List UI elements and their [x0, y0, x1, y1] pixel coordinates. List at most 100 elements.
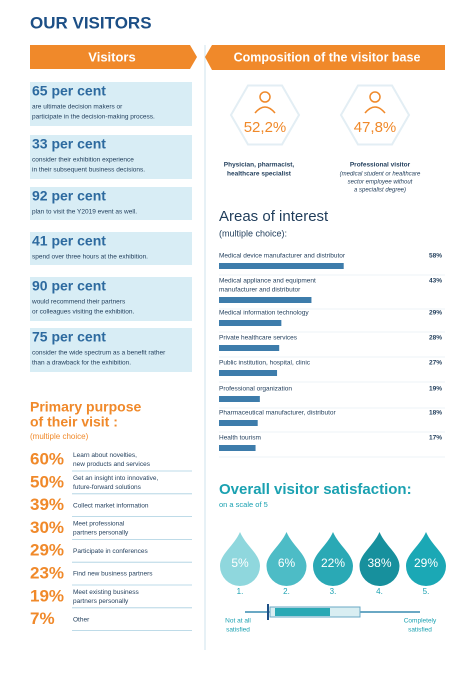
interest-value: 18%: [429, 410, 442, 417]
satisfaction-share: 22%: [321, 556, 345, 570]
highlight: [30, 135, 192, 179]
purpose-value: 7%: [30, 609, 55, 628]
composition-title: Composition of the visitor base: [234, 50, 421, 64]
purpose-subtitle: (multiple choice): [30, 432, 89, 441]
bar: [219, 320, 282, 326]
visitors-banner: [30, 45, 197, 69]
drop: [312, 532, 353, 587]
satisfaction-score: 2.: [283, 587, 290, 596]
bar: [219, 396, 260, 402]
page-title: OUR VISITORS: [30, 13, 152, 32]
icon-body: [254, 106, 276, 114]
scale-label: Completely: [404, 618, 437, 625]
purpose-text: Get an insight into innovative,: [73, 475, 158, 482]
icon-head: [369, 91, 381, 103]
composition-note: (medical student or healthcare: [340, 172, 421, 178]
hexagon: [229, 84, 301, 146]
visitor-figure: 65 per cent: [32, 83, 106, 99]
drop: [359, 532, 400, 586]
icon-head: [259, 91, 271, 103]
purpose-text: Meet existing business: [73, 589, 140, 596]
interest-value: 28%: [429, 335, 442, 342]
purpose-value: 23%: [30, 563, 64, 582]
purpose-value: 39%: [30, 495, 64, 514]
interest-value: 17%: [429, 435, 442, 442]
syringe: [245, 604, 420, 620]
bar: [219, 297, 312, 303]
satisfaction-share: 29%: [414, 556, 438, 570]
highlight: [30, 277, 192, 321]
purpose-value: 29%: [30, 541, 64, 560]
interest-value: 29%: [429, 310, 442, 317]
satisfaction-subtitle: on a scale of 5: [219, 500, 268, 509]
drop: [266, 532, 307, 586]
highlight: [30, 328, 192, 372]
purpose-value: 50%: [30, 472, 64, 491]
interest-label: manufacturer and distributor: [219, 287, 301, 294]
drop: [406, 532, 446, 586]
purpose-text: partners personally: [73, 530, 129, 537]
purpose-text: Other: [73, 616, 90, 623]
visitor-text: consider the wide spectrum as a benefit …: [32, 350, 166, 357]
interest-value: 43%: [429, 278, 442, 285]
satisfaction-share: 6%: [278, 556, 296, 570]
satisfaction-share: 5%: [231, 556, 249, 570]
purpose-text: new products and services: [73, 461, 151, 468]
scale-label: satisfied: [408, 627, 432, 634]
visitor-figure: 41 per cent: [32, 233, 106, 249]
composition-label: healthcare specialist: [227, 171, 292, 178]
visitor-figure: 75 per cent: [32, 329, 106, 345]
visitor-figure: 90 per cent: [32, 278, 106, 294]
purpose-value: 19%: [30, 586, 64, 605]
visitors-title: Visitors: [88, 49, 135, 64]
visitor-text: would recommend their partners: [31, 299, 126, 306]
interest-title: Areas of interest: [219, 208, 329, 225]
interest-value: 58%: [429, 253, 442, 260]
highlight: [30, 82, 192, 126]
purpose-title: Primary purpose: [30, 399, 141, 415]
interest-value: 27%: [429, 360, 442, 367]
purpose-text: Meet professional: [73, 521, 125, 528]
visitor-text: spend over three hours at the exhibition…: [32, 254, 148, 261]
purpose-text: Participate in conferences: [73, 548, 149, 555]
interest-value: 19%: [429, 386, 442, 393]
bar: [219, 263, 344, 269]
visitor-text: or colleagues visiting the exhibition.: [32, 309, 134, 316]
composition-label: Professional visitor: [350, 162, 411, 169]
visitor-text: than a drawback for the exhibition.: [32, 360, 131, 367]
satisfaction-share: 38%: [367, 556, 391, 570]
satisfaction-score: 3.: [330, 587, 337, 596]
visitor-text: participate in the decision-making proce…: [32, 114, 155, 121]
satisfaction-score: 4.: [376, 587, 383, 596]
purpose-value: 60%: [30, 449, 64, 468]
purpose-text: Collect market information: [73, 502, 149, 509]
satisfaction-title: Overall visitor satisfaction:: [219, 481, 412, 498]
purpose-text: Find new business partners: [73, 571, 153, 578]
interest-label: Public institution, hospital, clinic: [219, 360, 311, 367]
satisfaction-score: 1.: [237, 587, 244, 596]
drop: [220, 532, 260, 586]
interest-label: Professional organization: [219, 386, 292, 393]
interest-subtitle: (multiple choice):: [219, 228, 287, 238]
bar: [219, 370, 278, 376]
bar: [219, 445, 256, 451]
interest-label: Medical appliance and equipment: [219, 278, 316, 285]
scale-label: Not at all: [225, 618, 251, 625]
visitor-text: consider their exhibition experience: [32, 157, 134, 164]
composition-value: 47,8%: [354, 119, 397, 136]
composition-value: 52,2%: [244, 119, 287, 136]
hexagon: [339, 84, 411, 146]
purpose-text: Learn about novelties,: [73, 452, 137, 459]
interest-label: Pharmaceutical manufacturer, distributor: [219, 410, 337, 417]
composition-label: Physician, pharmacist,: [224, 162, 295, 169]
purpose-text: partners personally: [73, 598, 129, 605]
purpose-value: 30%: [30, 518, 64, 537]
scale-label: satisfied: [226, 627, 250, 634]
satisfaction-score: 5.: [423, 587, 430, 596]
visitor-text: in their subsequent business decisions.: [32, 167, 145, 174]
icon-body: [364, 106, 386, 114]
bar: [219, 420, 258, 426]
visitor-text: are ultimate decision makers or: [32, 104, 123, 111]
visitor-figure: 92 per cent: [32, 188, 106, 204]
